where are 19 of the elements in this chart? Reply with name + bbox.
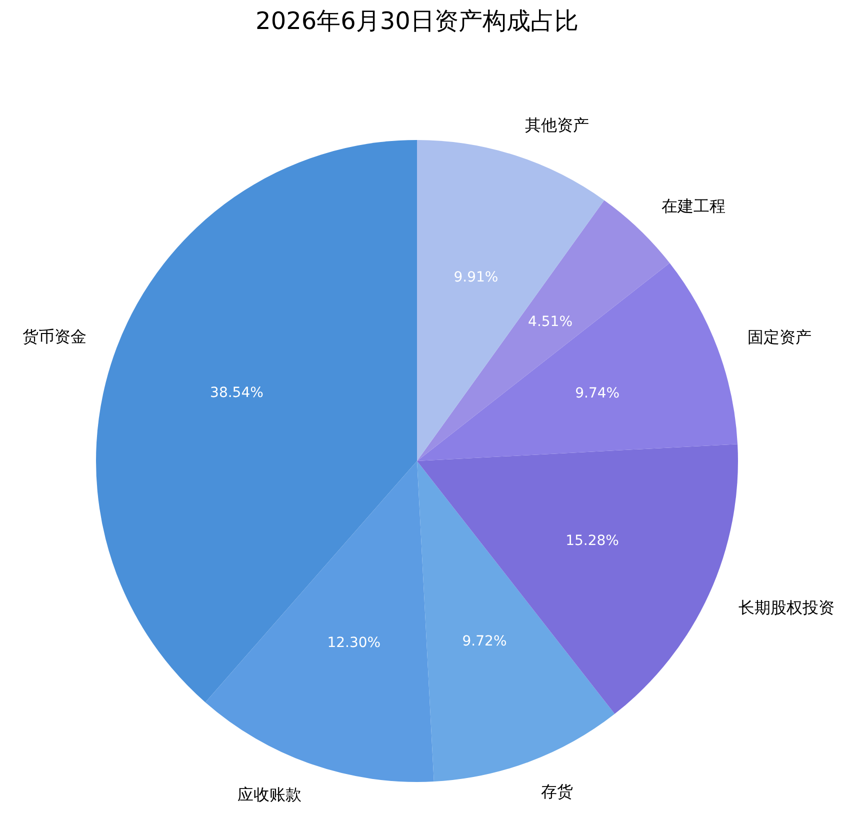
pie-slice	[417, 444, 738, 714]
pie-slice	[205, 461, 434, 782]
pie-slice	[417, 262, 738, 461]
slice-label: 其他资产	[525, 115, 590, 134]
slice-label: 固定资产	[748, 328, 812, 347]
slice-label: 存货	[540, 782, 573, 802]
slice-label: 在建工程	[661, 196, 726, 216]
data-label: 9.72%	[462, 633, 507, 650]
data-label: 15.28%	[566, 532, 619, 549]
slice-label: 应收账款	[237, 785, 302, 804]
pie-slice	[96, 140, 417, 702]
data-label: 4.51%	[528, 314, 573, 330]
data-label: 38.54%	[210, 385, 264, 402]
slice-label: 长期股权投资	[738, 598, 834, 617]
chart-title: 2026年6月30日资产构成占比	[256, 7, 578, 35]
data-label: 9.91%	[454, 270, 498, 286]
data-label: 12.30%	[327, 634, 381, 651]
slice-label: 货币资金	[22, 327, 87, 346]
data-label: 9.74%	[575, 385, 620, 402]
